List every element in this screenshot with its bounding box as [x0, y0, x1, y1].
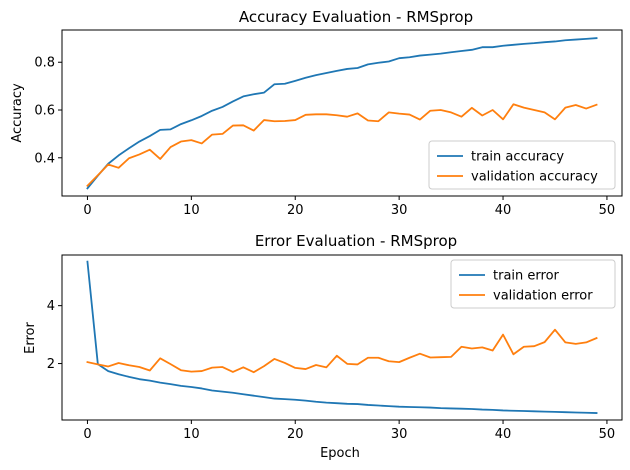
accuracy-chart-title: Accuracy Evaluation - RMSprop: [239, 8, 473, 26]
x-tick-label: 20: [287, 203, 304, 218]
axes-frame: [61, 254, 623, 421]
x-tick-label: 10: [183, 427, 200, 442]
legend-label: train error: [493, 269, 560, 284]
x-tick-label: 0: [83, 203, 91, 218]
legend-label: validation error: [493, 289, 593, 304]
accuracy-y-axis-label: Accuracy: [10, 83, 25, 143]
error-chart-title: Error Evaluation - RMSprop: [255, 232, 457, 250]
x-tick-label: 50: [599, 203, 616, 218]
x-tick-label: 40: [495, 203, 512, 218]
x-tick-label: 0: [83, 427, 91, 442]
y-tick-label: 0.8: [34, 56, 55, 71]
x-tick-label: 20: [287, 427, 304, 442]
series-line-train-accuracy: [86, 37, 598, 190]
accuracy-plot-area: 0 10 20 30 40 50 0.4 0.6 0.8 train accuracy valida…: [34, 29, 623, 218]
x-tick-label: 30: [391, 427, 408, 442]
y-tick-label: 0.4: [34, 151, 55, 166]
series-line-validation-error: [86, 328, 598, 374]
y-tick-label: 0.6: [34, 104, 55, 119]
series-line-train-error: [86, 260, 598, 414]
legend: train accuracy validation accuracy: [428, 140, 616, 190]
x-tick-label: 50: [599, 427, 616, 442]
error-x-axis-label: Epoch: [320, 446, 360, 461]
x-tick-label: 40: [495, 427, 512, 442]
y-tick-label: 4: [47, 299, 55, 314]
x-tick-label: 10: [183, 203, 200, 218]
legend-label: train accuracy: [471, 150, 564, 165]
error-plot-area: 0 10 20 30 40 50 2 4 train error validation error: [47, 254, 623, 442]
legend-box: [450, 259, 616, 309]
series-line-validation-accuracy: [86, 103, 598, 188]
legend-box: [428, 140, 616, 190]
y-tick-label: 2: [47, 357, 55, 372]
legend-label: validation accuracy: [471, 170, 598, 185]
legend: train error validation error: [450, 259, 616, 309]
axes-frame: [61, 29, 623, 197]
error-y-axis-label: Error: [23, 322, 38, 354]
x-tick-label: 30: [391, 203, 408, 218]
